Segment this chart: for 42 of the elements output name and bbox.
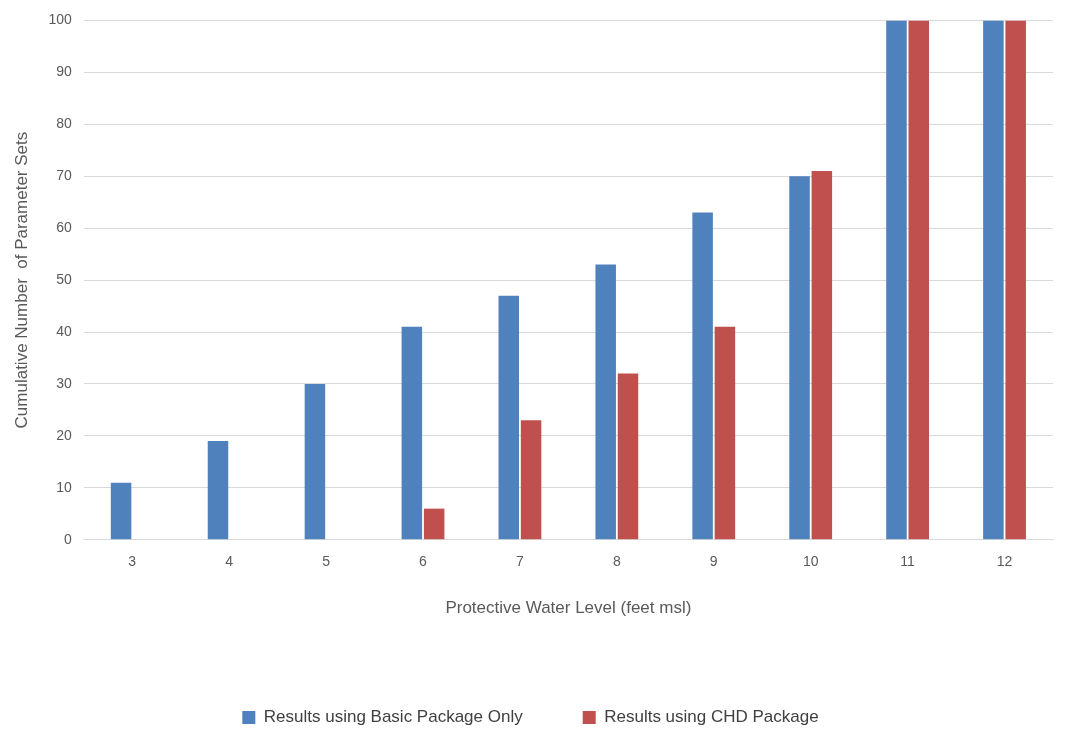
y-tick-label: 50 — [56, 270, 72, 287]
bar — [789, 176, 810, 540]
y-tick-label: 90 — [56, 63, 72, 80]
bar — [617, 373, 639, 540]
x-tick-label: 9 — [709, 553, 718, 570]
bar — [1005, 20, 1026, 540]
y-axis-title: Cumulative Number of Parameter Sets — [11, 131, 31, 429]
y-tick-label: 70 — [56, 167, 72, 184]
bar — [595, 264, 616, 540]
x-tick-label: 11 — [900, 553, 916, 570]
x-tick-label: 12 — [996, 553, 1013, 570]
bar — [811, 171, 833, 540]
bar — [983, 20, 1004, 540]
bar — [207, 441, 229, 540]
y-tick-label: 80 — [56, 115, 72, 132]
x-tick-label: 10 — [802, 553, 819, 570]
x-tick-label: 8 — [612, 553, 621, 570]
bar — [110, 482, 132, 540]
x-axis-title: Protective Water Level (feet msl) — [445, 598, 692, 618]
y-tick-label: 100 — [48, 11, 72, 28]
bar — [908, 20, 930, 540]
y-tick-label: 10 — [56, 478, 72, 495]
y-tick-label: 40 — [56, 322, 72, 339]
bar — [692, 212, 713, 540]
legend-label: Results using Basic Package Only — [263, 707, 524, 727]
y-tick-label: 0 — [63, 530, 72, 547]
y-tick-label: 20 — [56, 426, 72, 443]
bar — [401, 326, 423, 540]
x-tick-label: 3 — [128, 553, 137, 570]
legend-label: Results using CHD Package — [604, 707, 819, 727]
bar — [423, 508, 445, 540]
bar — [520, 420, 542, 540]
bar — [498, 295, 520, 540]
bar — [886, 20, 907, 540]
bar — [304, 383, 326, 540]
y-tick-label: 60 — [56, 219, 72, 236]
x-tick-label: 4 — [225, 553, 234, 570]
x-tick-label: 6 — [419, 553, 428, 570]
bar — [714, 326, 736, 540]
x-tick-label: 5 — [322, 553, 331, 570]
x-tick-label: 7 — [516, 553, 525, 570]
y-tick-label: 30 — [56, 374, 72, 391]
